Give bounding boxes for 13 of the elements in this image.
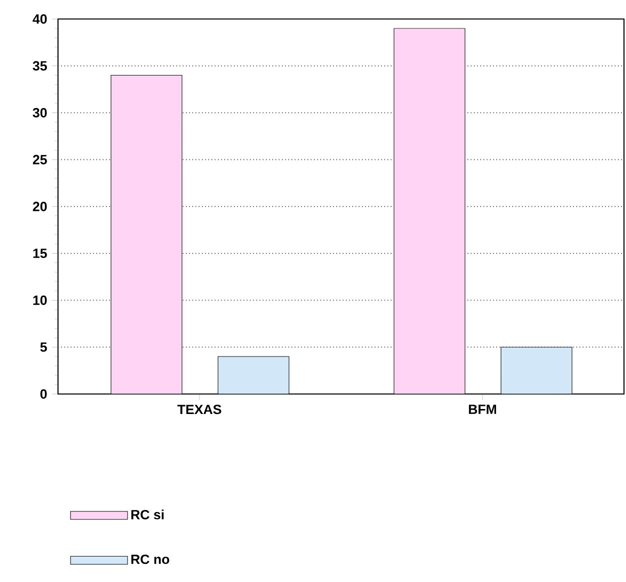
y-tick-label: 25 (32, 154, 47, 164)
y-tick-label: 35 (32, 61, 47, 71)
x-tick-label: BFM (468, 404, 496, 414)
y-tick-label: 0 (40, 389, 47, 399)
y-tick-label: 5 (40, 342, 47, 352)
y-tick-label: 15 (33, 248, 47, 258)
legend-label: RC no (131, 554, 170, 564)
y-tick-label: 40 (32, 14, 47, 24)
y-tick-label: 10 (33, 296, 47, 305)
y-tick-label: 30 (32, 108, 47, 118)
x-tick-label: TEXAS (177, 404, 222, 414)
y-tick-label: 20 (32, 202, 47, 212)
legend-label: RC si (131, 510, 164, 520)
